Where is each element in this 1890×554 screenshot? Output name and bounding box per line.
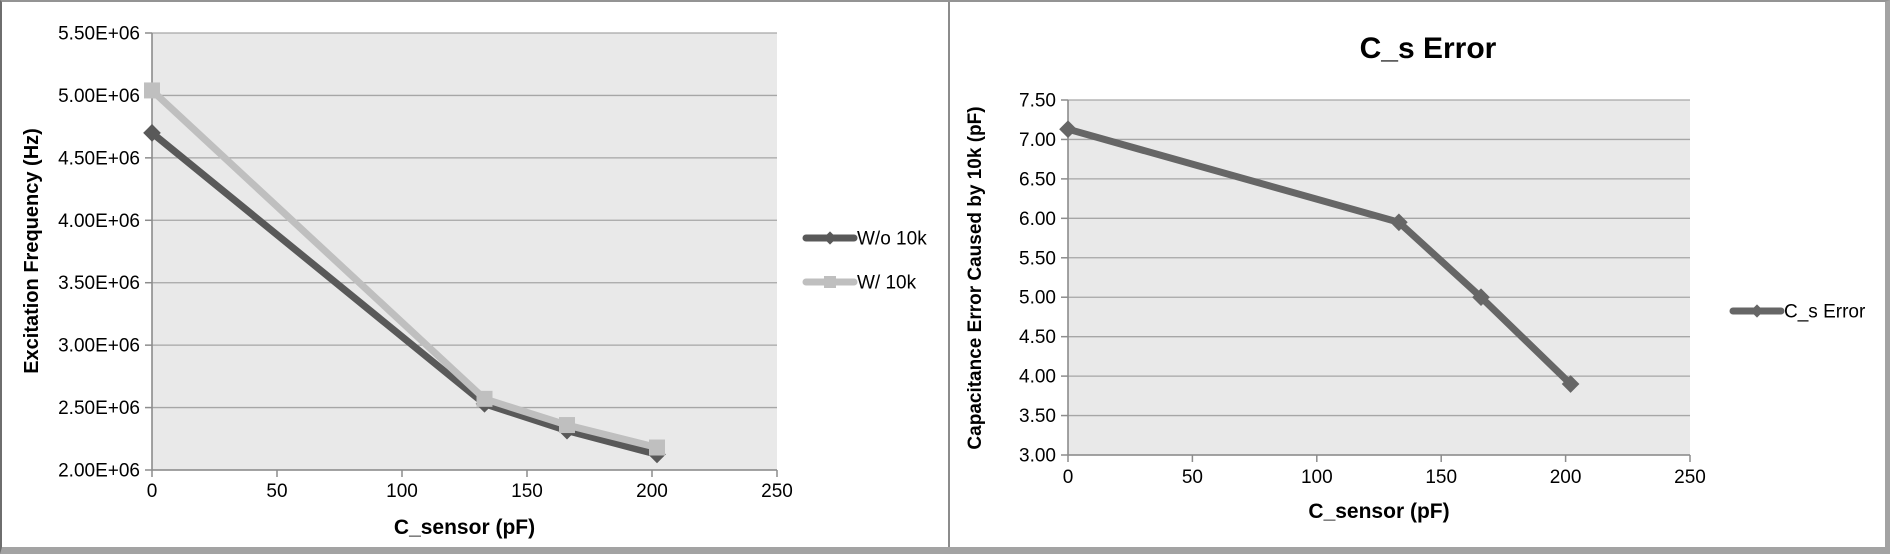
square-marker xyxy=(559,417,575,434)
x-tick-label: 150 xyxy=(511,481,543,502)
series-w-10k[interactable] xyxy=(144,82,665,456)
y-tick-label: 5.00E+06 xyxy=(58,86,140,107)
x-tick-label: 200 xyxy=(1550,467,1582,488)
legend-item-w-10k[interactable]: W/ 10k xyxy=(802,273,917,294)
y-tick-label: 2.00E+06 xyxy=(58,461,140,482)
y-axis-title: Excitation Frequency (Hz) xyxy=(21,128,43,374)
y-tick-label: 4.50E+06 xyxy=(58,148,140,169)
legend-label: W/ 10k xyxy=(857,273,917,294)
y-tick-label: 6.50 xyxy=(1019,169,1056,190)
y-tick-label: 7.00 xyxy=(1019,130,1056,151)
x-tick-label: 250 xyxy=(1674,467,1706,488)
x-axis-ticks-and-labels: 0 50 100 150 200 250 xyxy=(1063,455,1706,488)
chart-title: C_s Error xyxy=(1360,32,1497,65)
y-tick-label: 6.00 xyxy=(1019,209,1056,230)
x-tick-label: 50 xyxy=(1182,467,1203,488)
c-s-error-chart-svg: 7.50 7.00 6.50 6.00 5.50 5.00 4.50 4.00 3.50 3.00… xyxy=(965,32,1866,523)
y-tick-label: 3.00E+06 xyxy=(58,336,140,357)
x-tick-label: 200 xyxy=(636,481,668,502)
x-axis-title: C_sensor (pF) xyxy=(1308,500,1449,523)
y-tick-label: 4.50 xyxy=(1019,327,1056,348)
x-axis-ticks-and-labels: 0 50 100 150 200 250 xyxy=(147,470,793,502)
plot-area xyxy=(152,33,777,470)
y-tick-label: 5.50E+06 xyxy=(58,24,140,45)
legend-item-c-s-error[interactable]: C_s Error xyxy=(1729,302,1866,323)
y-tick-label: 4.00 xyxy=(1019,367,1056,388)
legend-label: C_s Error xyxy=(1784,302,1866,323)
square-marker xyxy=(144,82,160,99)
square-marker xyxy=(476,390,493,407)
excitation-frequency-hz-chart-svg: 5.50E+06 5.00E+06 4.50E+06 4.00E+06 3.50E+06… xyxy=(21,24,927,540)
y-axis-title: Capacitance Error Caused by 10k (pF) xyxy=(965,106,986,449)
legend-item-w-o-10k[interactable]: W/o 10k xyxy=(802,229,927,250)
y-tick-label: 7.50 xyxy=(1019,91,1056,112)
series-line xyxy=(149,87,658,451)
x-tick-label: 50 xyxy=(266,481,287,502)
square-marker xyxy=(649,439,665,456)
diamond-marker xyxy=(143,124,161,142)
x-tick-label: 250 xyxy=(761,481,793,502)
legend-label: W/o 10k xyxy=(857,229,927,250)
x-tick-label: 150 xyxy=(1425,467,1457,488)
diamond-marker xyxy=(1561,375,1580,393)
y-tick-label: 3.50 xyxy=(1019,406,1056,427)
y-tick-label: 3.00 xyxy=(1019,446,1056,467)
x-axis-title: C_sensor (pF) xyxy=(394,516,535,539)
y-tick-label: 4.00E+06 xyxy=(58,211,140,232)
x-tick-label: 100 xyxy=(1301,467,1333,488)
diamond-marker xyxy=(823,231,837,245)
y-axis-gridlines-and-labels: 7.50 7.00 6.50 6.00 5.50 5.00 4.50 4.00 3.50 3.00 xyxy=(1019,91,1690,467)
series-line xyxy=(1067,125,1574,387)
x-tick-label: 0 xyxy=(147,481,158,502)
legend[interactable]: C_s Error xyxy=(1729,302,1866,323)
y-tick-label: 2.50E+06 xyxy=(58,398,140,419)
y-tick-label: 5.00 xyxy=(1019,288,1056,309)
series-line xyxy=(149,130,658,458)
x-tick-label: 100 xyxy=(386,481,418,502)
diamond-marker xyxy=(1390,213,1408,232)
x-tick-label: 0 xyxy=(1063,467,1074,488)
square-marker xyxy=(824,276,836,288)
excitation-frequency-chart[interactable]: 5.50E+06 5.00E+06 4.50E+06 4.00E+06 3.50E+06… xyxy=(2,2,948,547)
y-tick-label: 5.50 xyxy=(1019,248,1056,269)
legend[interactable]: W/o 10k W/ 10k xyxy=(802,229,927,294)
cs-error-chart[interactable]: 7.50 7.00 6.50 6.00 5.50 5.00 4.50 4.00 3.50 3.00… xyxy=(948,2,1885,547)
diamond-marker xyxy=(1750,304,1764,318)
y-tick-label: 3.50E+06 xyxy=(58,273,140,294)
